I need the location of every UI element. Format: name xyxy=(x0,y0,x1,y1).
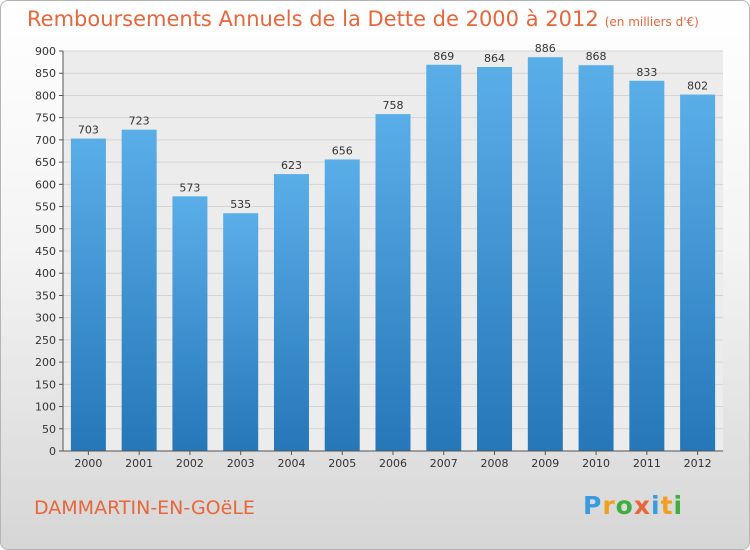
x-tick-label: 2008 xyxy=(481,457,509,470)
title-text: Remboursements Annuels de la Dette de 20… xyxy=(27,7,599,31)
logo-letter: t xyxy=(660,491,674,520)
y-tick-label: 150 xyxy=(35,378,56,391)
x-tick-label: 2002 xyxy=(176,457,204,470)
bar xyxy=(375,114,411,451)
y-tick-label: 850 xyxy=(35,67,56,80)
x-tick-label: 2009 xyxy=(531,457,559,470)
bar xyxy=(324,159,360,451)
logo-letter: i xyxy=(651,491,661,520)
city-name: DAMMARTIN-EN-GOëLE xyxy=(34,497,255,519)
bar xyxy=(70,138,106,452)
data-label: 703 xyxy=(78,124,99,137)
unit-label: (en milliers d'€) xyxy=(604,15,699,29)
y-tick-label: 800 xyxy=(35,89,56,102)
data-label: 802 xyxy=(687,80,708,93)
logo-letter: o xyxy=(615,491,634,520)
bar xyxy=(629,80,665,452)
bar xyxy=(527,57,563,451)
x-tick-label: 2005 xyxy=(328,457,356,470)
data-label: 623 xyxy=(281,159,302,172)
x-tick-label: 2006 xyxy=(379,457,407,470)
x-tick-label: 2000 xyxy=(74,457,102,470)
y-tick-label: 200 xyxy=(35,356,56,369)
x-tick-label: 2010 xyxy=(582,457,610,470)
bar xyxy=(426,64,462,452)
y-tick-label: 600 xyxy=(35,178,56,191)
bar xyxy=(121,129,157,451)
y-tick-label: 500 xyxy=(35,223,56,236)
x-tick-label: 2004 xyxy=(277,457,305,470)
data-label: 864 xyxy=(484,52,505,65)
x-tick-label: 2003 xyxy=(227,457,255,470)
y-tick-label: 0 xyxy=(49,445,56,458)
y-tick-label: 100 xyxy=(35,401,56,414)
y-tick-label: 550 xyxy=(35,201,56,214)
y-tick-label: 650 xyxy=(35,156,56,169)
y-tick-label: 750 xyxy=(35,112,56,125)
bar xyxy=(680,94,716,452)
y-tick-label: 50 xyxy=(42,423,56,436)
x-tick-label: 2001 xyxy=(125,457,153,470)
data-label: 886 xyxy=(535,42,556,55)
y-tick-label: 700 xyxy=(35,134,56,147)
y-tick-label: 300 xyxy=(35,312,56,325)
chart-title: Remboursements Annuels de la Dette de 20… xyxy=(27,7,699,31)
logo-letter: x xyxy=(633,491,651,520)
bar xyxy=(223,213,259,451)
x-tick-label: 2011 xyxy=(633,457,661,470)
y-tick-label: 450 xyxy=(35,245,56,258)
logo-letter: P xyxy=(583,491,603,520)
y-tick-label: 250 xyxy=(35,334,56,347)
data-label: 723 xyxy=(129,115,150,128)
y-tick-label: 900 xyxy=(35,45,56,58)
data-label: 869 xyxy=(433,50,454,63)
bar xyxy=(578,65,614,451)
y-tick-label: 350 xyxy=(35,289,56,302)
proxiti-logo: Proxiti xyxy=(583,491,683,520)
data-label: 535 xyxy=(230,198,251,211)
bar xyxy=(273,174,309,451)
x-tick-label: 2007 xyxy=(430,457,458,470)
data-label: 868 xyxy=(586,50,607,63)
logo-letter: r xyxy=(602,491,616,520)
y-tick-label: 400 xyxy=(35,267,56,280)
data-label: 833 xyxy=(636,66,657,79)
bar xyxy=(477,67,513,451)
data-label: 656 xyxy=(332,144,353,157)
data-label: 758 xyxy=(383,99,404,112)
bar xyxy=(172,196,208,451)
x-tick-label: 2012 xyxy=(684,457,712,470)
logo-letter: i xyxy=(673,491,684,520)
data-label: 573 xyxy=(179,181,200,194)
